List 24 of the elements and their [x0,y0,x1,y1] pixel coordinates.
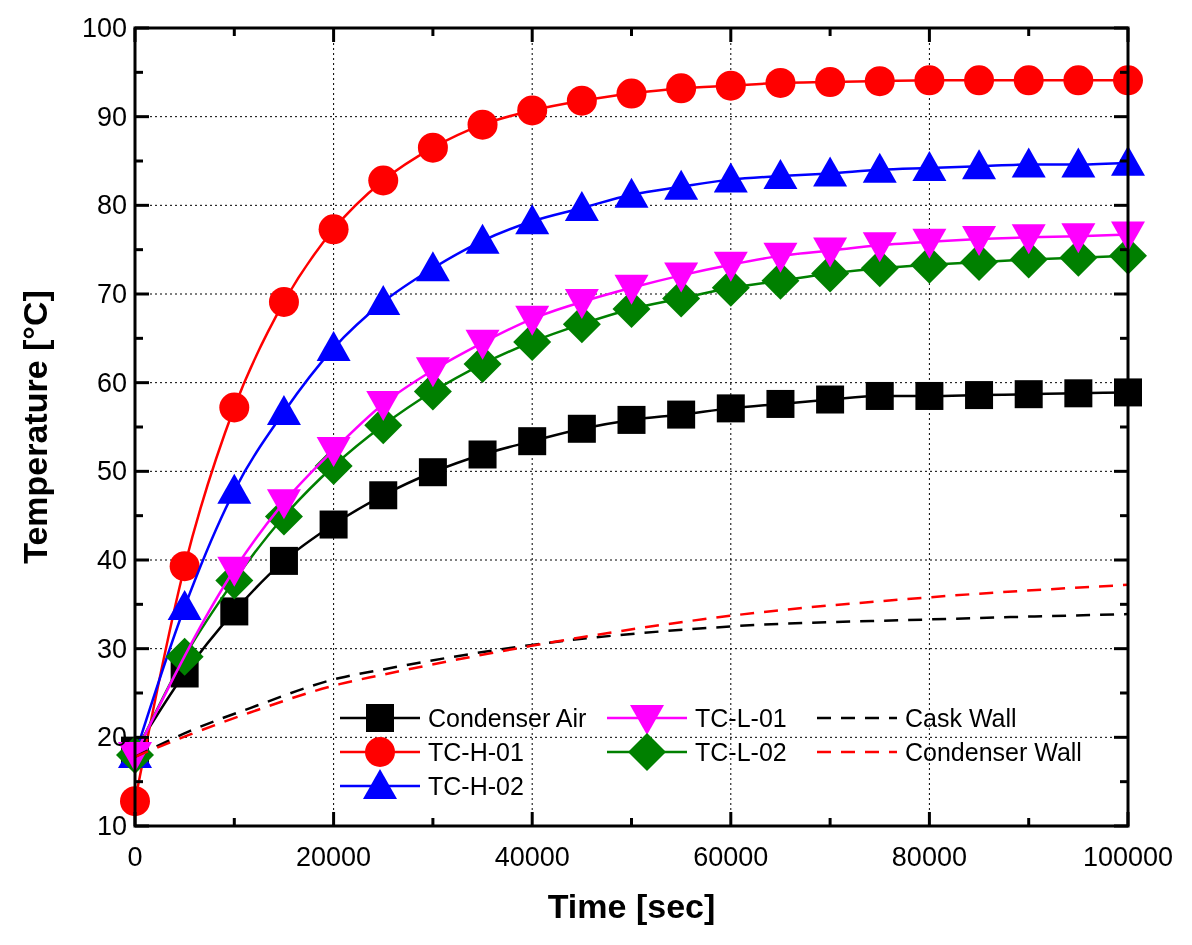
y-tick-label: 80 [96,190,127,221]
y-tick-label: 90 [96,101,127,132]
x-tick-label: 40000 [494,842,570,872]
y-tick-label: 60 [96,367,127,398]
y-tick-label: 70 [96,279,127,309]
x-tick-label: 60000 [693,842,769,872]
x-tick-label: 100000 [1082,842,1174,872]
y-tick-label: 40 [96,545,127,575]
y-axis-title: Temperature [°C] [16,290,54,564]
x-tick-label: 20000 [296,842,372,872]
y-tick-label: 10 [96,811,127,841]
legend-label: Condenser Wall [905,738,1082,766]
legend-label: TC-L-02 [695,738,787,766]
legend-label: TC-H-02 [428,772,524,800]
legend-label: Condenser Air [428,704,587,732]
y-tick-label: 50 [96,456,127,487]
legend-label: TC-L-01 [695,704,787,732]
x-tick-label: 0 [127,842,143,872]
y-tick-label: 30 [96,633,127,664]
x-tick-label: 80000 [891,842,967,872]
legend-label: TC-H-01 [428,738,524,766]
x-axis-title: Time [sec] [547,887,716,925]
legend-label: Cask Wall [905,704,1017,732]
y-tick-label: 100 [81,13,127,43]
